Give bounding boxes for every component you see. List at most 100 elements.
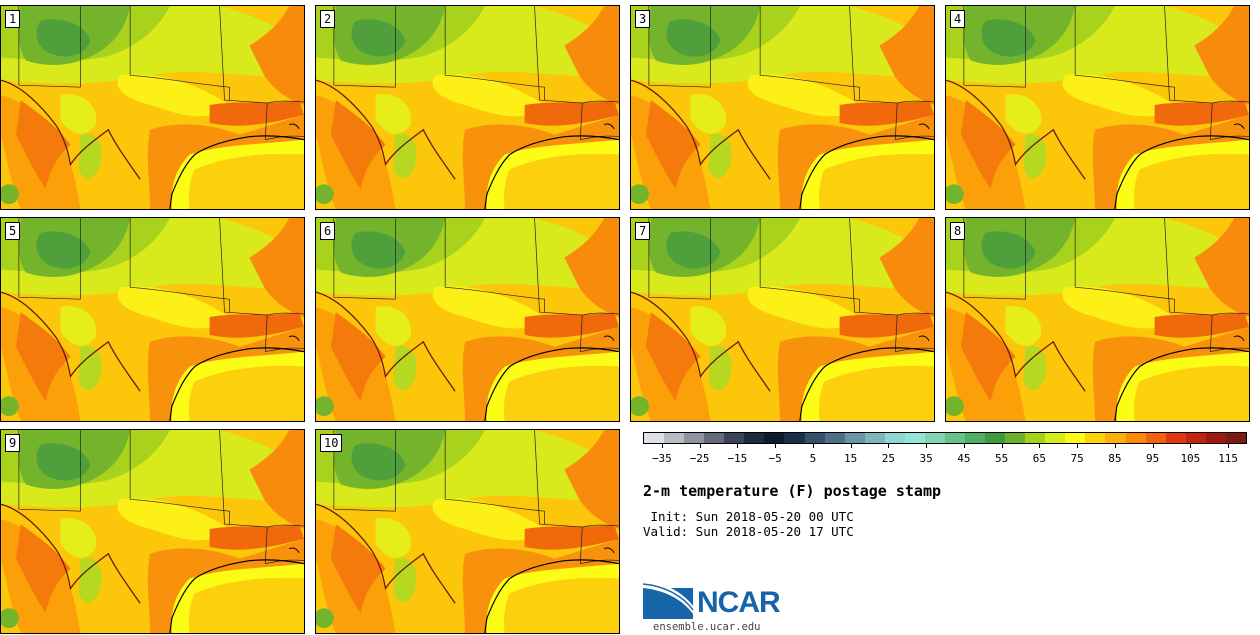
- colorbar-swatch: [1005, 433, 1026, 443]
- colorbar-tick-label: 45: [957, 452, 971, 465]
- colorbar-tick: [850, 444, 852, 448]
- temperature-map: [1, 6, 304, 209]
- temperature-map: [1, 430, 304, 633]
- colorbar-tick: [661, 444, 663, 448]
- colorbar-swatch: [684, 433, 705, 443]
- colorbar-tick-label: 25: [881, 452, 895, 465]
- colorbar-swatch: [1165, 433, 1186, 443]
- colorbar-swatch: [724, 433, 745, 443]
- colorbar-tick: [737, 444, 739, 448]
- colorbar-tick-label: −25: [689, 452, 710, 465]
- colorbar-tick: [1228, 444, 1230, 448]
- colorbar-tick-label: 105: [1180, 452, 1201, 465]
- colorbar-tick: [1001, 444, 1003, 448]
- colorbar-swatch: [1225, 433, 1246, 443]
- colorbar-ticks: −35 −25 −15 −5 5 15 25 35 45 55 65 75 85 95 105 115: [643, 444, 1247, 466]
- colorbar-swatch: [1065, 433, 1086, 443]
- member-label: 4: [950, 10, 966, 28]
- colorbar-swatch: [804, 433, 825, 443]
- colorbar-tick-label: 65: [1032, 452, 1046, 465]
- colorbar-swatch: [1025, 433, 1046, 443]
- ensemble-member-map: 10: [315, 429, 620, 634]
- temperature-map: [946, 6, 1249, 209]
- colorbar-tick-label: 15: [844, 452, 858, 465]
- temperature-map: [316, 430, 619, 633]
- chart-title: 2-m temperature (F) postage stamp: [643, 482, 942, 500]
- temperature-map: [1, 218, 304, 421]
- ensemble-member-map: 1: [0, 5, 305, 210]
- colorbar-tick: [1039, 444, 1041, 448]
- colorbar-tick-label: 55: [995, 452, 1009, 465]
- temperature-map: [631, 6, 934, 209]
- colorbar-tick: [1152, 444, 1154, 448]
- colorbar-swatch: [764, 433, 785, 443]
- ensemble-member-map: 6: [315, 217, 620, 422]
- colorbar-swatch: [924, 433, 945, 443]
- colorbar-swatch: [985, 433, 1006, 443]
- colorbar-swatch: [904, 433, 925, 443]
- colorbar-swatch: [864, 433, 885, 443]
- member-label: 1: [5, 10, 21, 28]
- valid-time: Valid: Sun 2018-05-20 17 UTC: [643, 524, 854, 539]
- colorbar-swatch: [1105, 433, 1126, 443]
- colorbar-swatch: [1185, 433, 1206, 443]
- ensemble-member-map: 4: [945, 5, 1250, 210]
- colorbar-tick-label: 75: [1070, 452, 1084, 465]
- colorbar-swatch: [824, 433, 845, 443]
- colorbar-swatch: [1145, 433, 1166, 443]
- member-label: 10: [320, 434, 343, 452]
- init-time: Init: Sun 2018-05-20 00 UTC: [643, 509, 854, 524]
- colorbar-swatch: [784, 433, 805, 443]
- colorbar-swatch: [1125, 433, 1146, 443]
- colorbar-tick-label: −15: [727, 452, 748, 465]
- colorbar-swatch: [744, 433, 765, 443]
- colorbar-swatch: [704, 433, 725, 443]
- colorbar-swatch: [1205, 433, 1226, 443]
- member-label: 8: [950, 222, 966, 240]
- member-label: 2: [320, 10, 336, 28]
- colorbar-tick-label: 35: [919, 452, 933, 465]
- colorbar-tick-label: 115: [1218, 452, 1239, 465]
- temperature-map: [946, 218, 1249, 421]
- member-label: 3: [635, 10, 651, 28]
- ensemble-member-map: 9: [0, 429, 305, 634]
- colorbar-tick: [699, 444, 701, 448]
- colorbar-swatch: [884, 433, 905, 443]
- colorbar-swatch: [1085, 433, 1106, 443]
- colorbar-swatch: [844, 433, 865, 443]
- member-label: 9: [5, 434, 21, 452]
- colorbar-tick-label: 5: [809, 452, 817, 465]
- colorbar-swatch: [644, 433, 665, 443]
- colorbar-swatch: [664, 433, 685, 443]
- ensemble-member-map: 5: [0, 217, 305, 422]
- colorbar-tick: [1114, 444, 1116, 448]
- colorbar-swatch: [944, 433, 965, 443]
- ensemble-member-map: 8: [945, 217, 1250, 422]
- temperature-map: [631, 218, 934, 421]
- colorbar-tick-label: 95: [1146, 452, 1160, 465]
- colorbar-tick-label: 85: [1108, 452, 1122, 465]
- colorbar-swatch: [1045, 433, 1066, 443]
- colorbar-tick: [926, 444, 928, 448]
- member-label: 7: [635, 222, 651, 240]
- ncar-logo-icon: [643, 580, 694, 619]
- ensemble-member-map: 3: [630, 5, 935, 210]
- colorbar-tick: [888, 444, 890, 448]
- colorbar-tick: [1190, 444, 1192, 448]
- website-link[interactable]: ensemble.ucar.edu: [653, 621, 761, 633]
- ensemble-member-map: 2: [315, 5, 620, 210]
- colorbar-tick: [775, 444, 777, 448]
- colorbar-tick: [812, 444, 814, 448]
- temperature-map: [316, 6, 619, 209]
- colorbar-tick: [1077, 444, 1079, 448]
- temperature-colorbar: [643, 432, 1247, 444]
- temperature-map: [316, 218, 619, 421]
- member-label: 6: [320, 222, 336, 240]
- colorbar-swatch: [965, 433, 986, 443]
- logo-text: NCAR: [697, 586, 781, 619]
- colorbar-tick-label: −5: [768, 452, 782, 465]
- colorbar-tick-label: −35: [651, 452, 672, 465]
- member-label: 5: [5, 222, 21, 240]
- colorbar-tick: [963, 444, 965, 448]
- ensemble-member-map: 7: [630, 217, 935, 422]
